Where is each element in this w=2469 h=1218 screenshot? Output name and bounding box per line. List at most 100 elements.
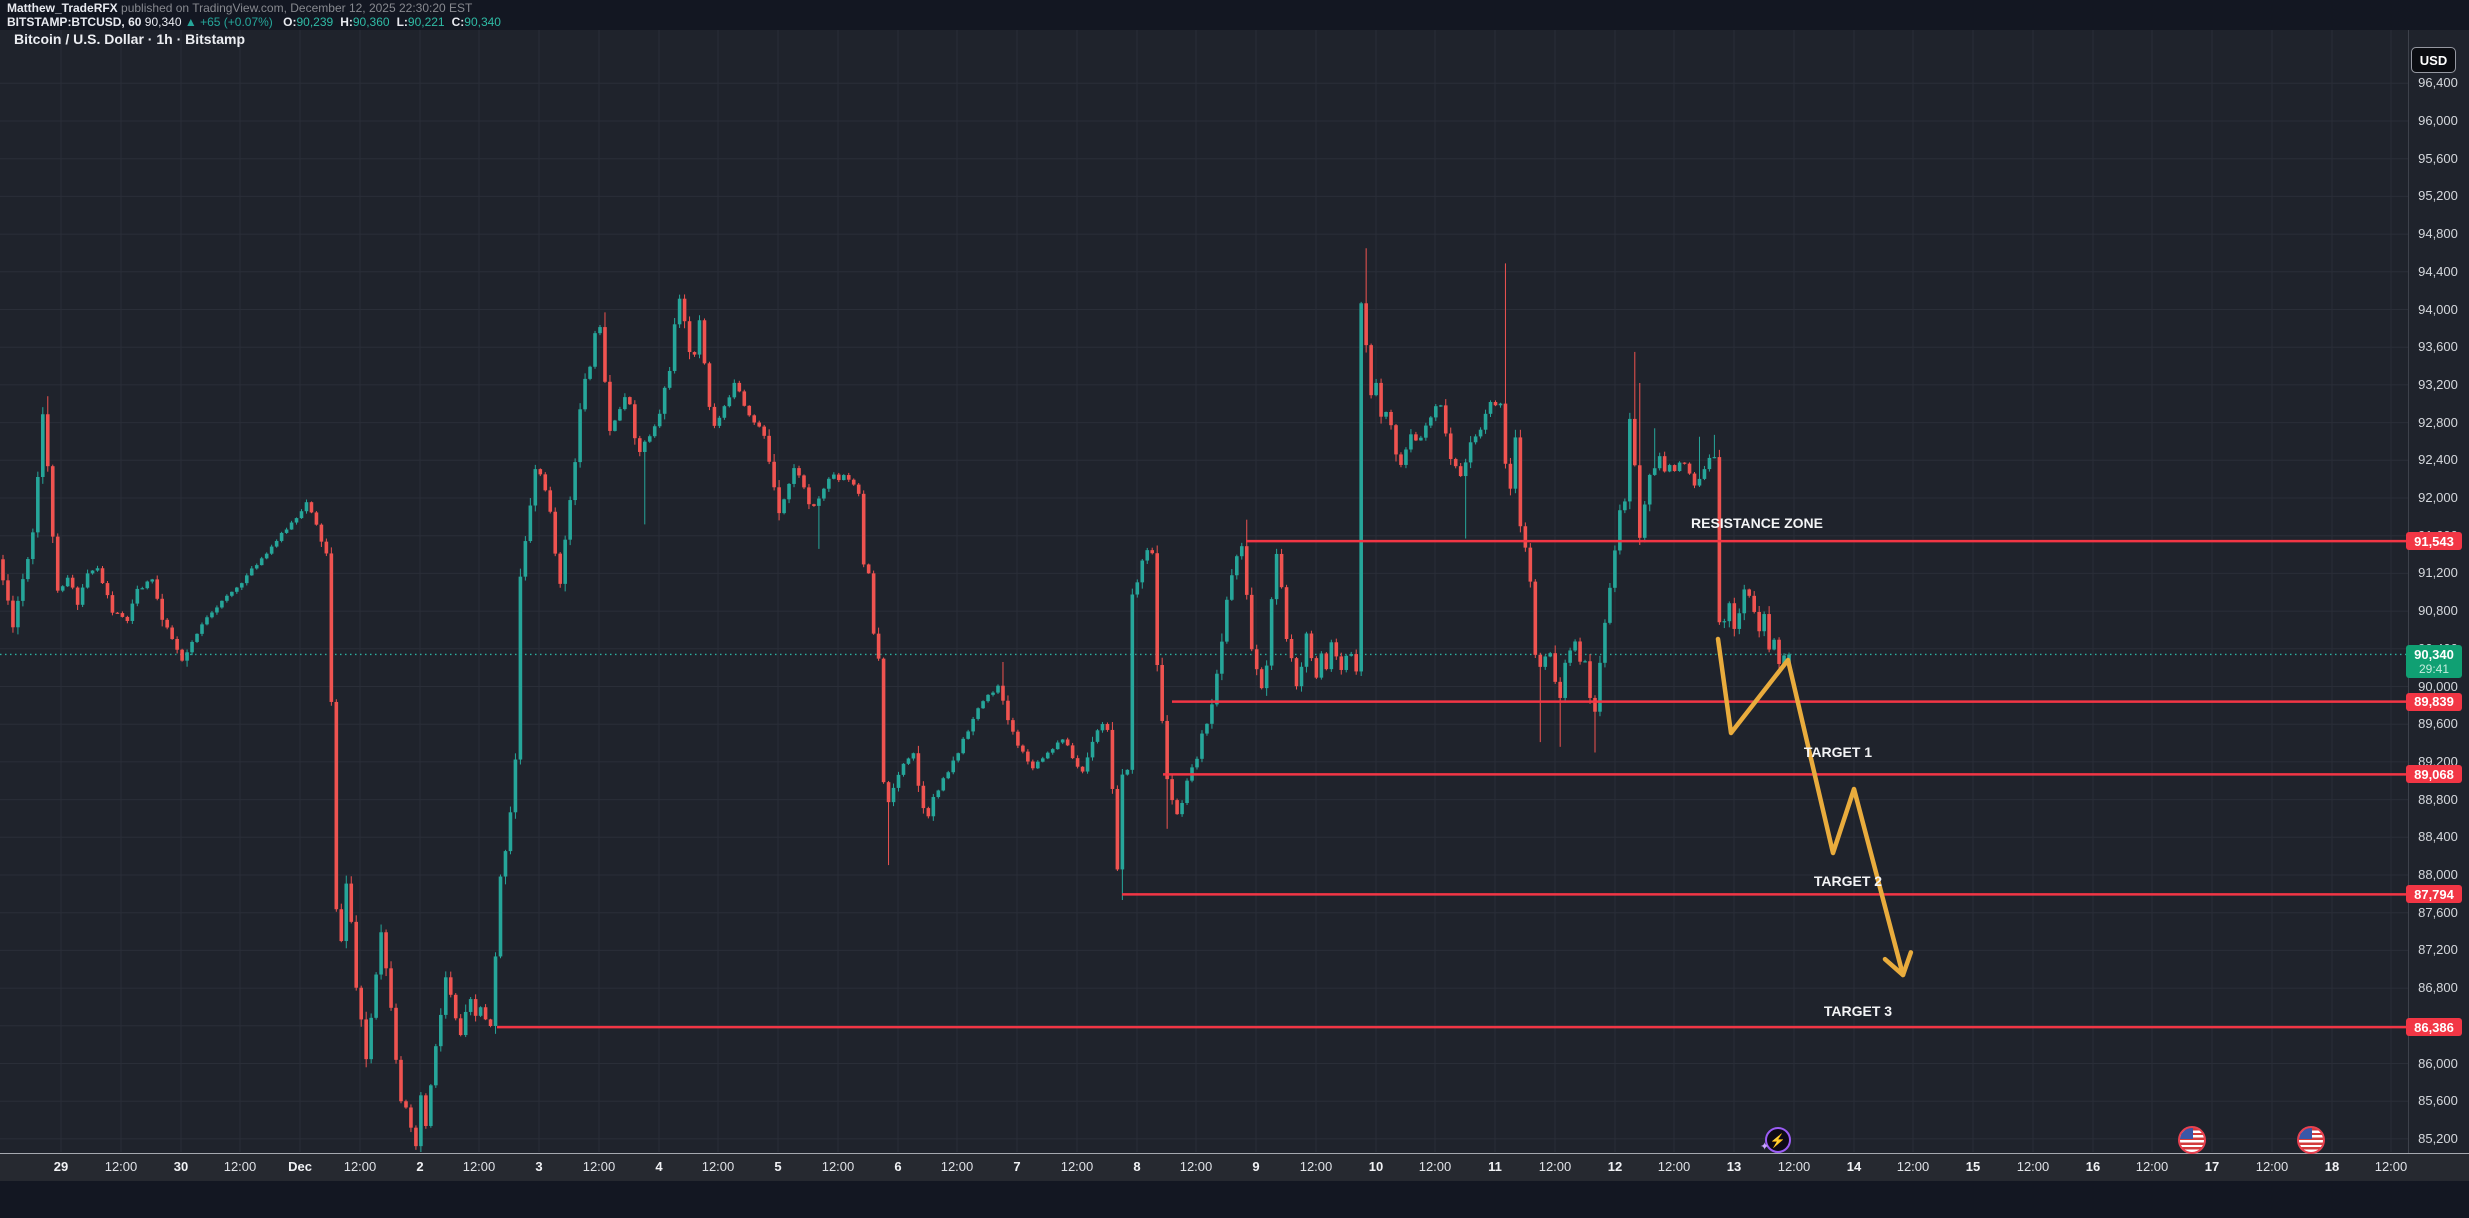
time-axis-tick: 12:00 (1777, 1159, 1811, 1174)
candle-body (1608, 587, 1612, 623)
symbol-name[interactable]: BITSTAMP:BTCUSD, 60 (7, 15, 142, 29)
candle-body (31, 532, 35, 560)
candle-body (1359, 303, 1363, 672)
candle-body (1478, 429, 1483, 437)
projection-arrow[interactable] (1715, 636, 1906, 978)
time-axis-tick: 12:00 (1538, 1159, 1572, 1174)
candle-body (1732, 603, 1737, 629)
candle-body (1652, 468, 1657, 475)
candle-body (991, 692, 995, 695)
candle-body (737, 382, 742, 392)
candle-body (996, 685, 1000, 693)
candle-body (1628, 418, 1632, 502)
candle-body (1045, 752, 1050, 759)
candle-body (1573, 641, 1577, 651)
candle-body (1429, 417, 1433, 426)
candle-body (379, 932, 383, 975)
candle-body (1409, 434, 1413, 450)
candle-body (105, 583, 110, 596)
level-price-label: 87,794 (2406, 885, 2462, 904)
candle-body (1065, 739, 1070, 746)
candle-body (647, 436, 652, 442)
candle-body (384, 932, 388, 969)
candle-body (45, 414, 50, 467)
candle-body (1165, 720, 1169, 780)
candle-body (1762, 614, 1766, 632)
ohlc-field-value: 90,340 (464, 15, 501, 29)
candle-body (319, 524, 324, 542)
candle-body (1583, 661, 1587, 663)
time-axis-tick: 12:00 (223, 1159, 257, 1174)
price-axis-tick: 90,800 (2418, 603, 2458, 619)
price-axis-tick: 89,200 (2418, 753, 2458, 769)
annotation-text[interactable]: RESISTANCE ZONE (1691, 515, 1823, 531)
price-axis-tick: 92,800 (2418, 414, 2458, 430)
candle-body (1150, 550, 1155, 554)
candle-body (264, 553, 269, 559)
candle-body (1160, 665, 1164, 721)
candle-body (1488, 402, 1493, 414)
candle-body (538, 469, 543, 475)
candle-body (1, 559, 5, 581)
candle-body (1578, 641, 1582, 662)
candle-body (498, 876, 503, 957)
candle-body (1155, 553, 1159, 666)
candle-body (1244, 546, 1249, 595)
candle-body (553, 511, 558, 554)
candle-body (946, 772, 951, 779)
annotation-text[interactable]: TARGET 3 (1823, 1003, 1893, 1019)
candle-body (1220, 641, 1224, 674)
candle-body (1095, 730, 1100, 742)
time-axis[interactable] (0, 1153, 2469, 1182)
snapshot-header: Matthew_TradeRFX published on TradingVie… (0, 0, 2469, 30)
candle-body (1040, 758, 1045, 762)
candle-body (652, 426, 657, 437)
chart-pane[interactable] (0, 30, 2469, 1153)
candle-body (1523, 526, 1528, 548)
candle-body (374, 974, 378, 1018)
candle-body (458, 1018, 463, 1036)
current-price-label: 90,340 29:41 (2406, 645, 2462, 679)
time-axis-tick: 7 (1013, 1159, 1021, 1174)
time-axis-tick: 18 (2324, 1159, 2340, 1174)
candle-body (812, 504, 816, 506)
currency-toggle-button[interactable]: USD (2411, 47, 2456, 73)
time-axis-tick: Dec (288, 1159, 312, 1174)
price-axis-tick: 85,600 (2418, 1093, 2458, 1109)
candle-body (677, 298, 682, 325)
price-axis-tick: 92,000 (2418, 490, 2458, 505)
lightning-event-icon[interactable]: ⚡ ✦ (1760, 1127, 1791, 1153)
candle-body (692, 352, 697, 355)
candle-body (443, 977, 448, 1015)
annotation-text[interactable]: TARGET 2 (1813, 873, 1883, 889)
candle-body (742, 391, 747, 406)
candle-body (936, 790, 941, 798)
candle-body (150, 579, 155, 582)
candle-body (1115, 788, 1120, 870)
up-triangle-icon: ▲ (184, 15, 197, 29)
candle-body (1483, 413, 1488, 430)
candle-body (1200, 733, 1204, 759)
candle-body (717, 417, 722, 426)
candle-body (1289, 639, 1294, 659)
candle-body (155, 579, 160, 599)
time-axis-tick: 12:00 (821, 1159, 855, 1174)
candle-body (861, 493, 866, 565)
candle-body (638, 438, 642, 452)
candle-body (1623, 501, 1627, 511)
candle-body (911, 753, 916, 759)
candle-body (1130, 594, 1135, 770)
change-group: ▲ +65 (+0.07%) (185, 15, 273, 29)
candle-body (160, 598, 164, 620)
time-axis-tick: 3 (535, 1159, 543, 1174)
author-name[interactable]: Matthew_TradeRFX (7, 1, 118, 15)
candle-body (1692, 473, 1697, 486)
time-axis-tick: 12:00 (1657, 1159, 1691, 1174)
candle-body (1230, 575, 1234, 600)
us-flag-event-icon[interactable] (2297, 1126, 2325, 1154)
annotation-text[interactable]: TARGET 1 (1803, 744, 1873, 760)
us-flag-event-icon[interactable] (2178, 1126, 2206, 1154)
candle-body (324, 541, 329, 554)
candle-body (1249, 594, 1254, 650)
